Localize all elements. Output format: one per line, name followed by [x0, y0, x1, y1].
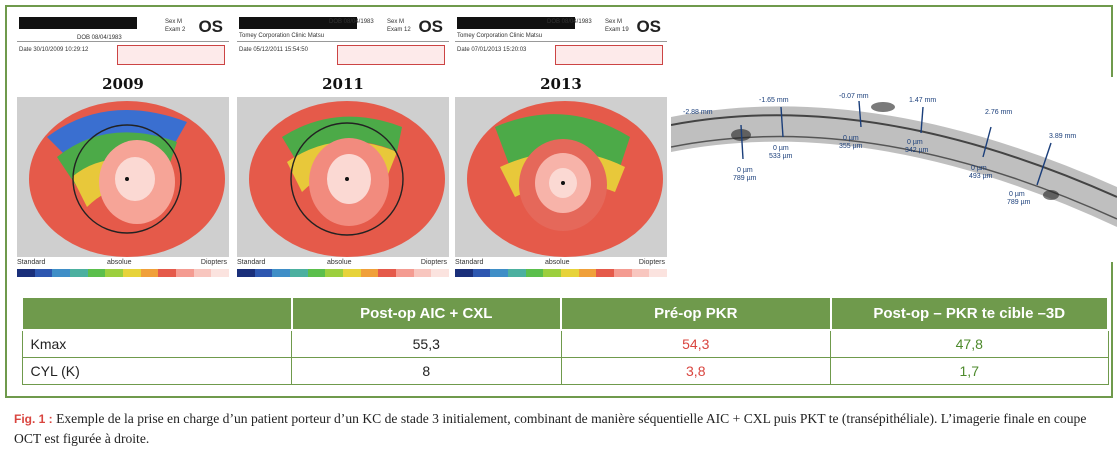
figure-frame: DOB 08/04/1983 Sex M Exam 2 OS Date 30/1…	[5, 5, 1118, 398]
eye-label: OS	[198, 17, 223, 36]
table-cell: 55,3	[291, 329, 562, 358]
oct-label: 1.47 mm	[909, 97, 937, 104]
panel-header: DOB 08/04/1983 Sex M Exam 2 OS Date 30/1…	[17, 15, 229, 67]
dob-text: DOB 08/04/1983	[329, 19, 374, 25]
org-text: Tomey Corporation Clinic Matsu	[239, 33, 325, 39]
oct-cross-section: -2.88 mm -1.65 mm -0.07 mm 1.47 mm 2.76 …	[670, 77, 1118, 262]
table-cell: 3,8	[560, 356, 832, 385]
dob-text: DOB 08/04/1983	[547, 19, 592, 25]
color-scale	[17, 269, 230, 277]
oct-label: 0 µm	[1009, 191, 1025, 198]
oct-label: 342 µm	[905, 147, 929, 154]
topography-map	[17, 97, 229, 257]
table-header-post-op-pkr: Post-op – PKR te cible –3D	[829, 296, 1109, 331]
eye-label: OS	[418, 17, 443, 36]
row-label-kmax: Kmax	[21, 329, 293, 358]
oct-label: 355 µm	[839, 143, 863, 150]
oct-label: 789 µm	[1007, 199, 1031, 206]
year-label: 2013	[540, 75, 582, 93]
year-label: 2009	[102, 75, 144, 93]
eye-label: OS	[636, 17, 661, 36]
table-header-empty	[21, 296, 293, 331]
oct-label: -2.88 mm	[683, 109, 713, 116]
topography-panel-2011: DOB 08/04/1983 Sex M Exam 12 OS Tomey Co…	[237, 15, 450, 277]
oct-label: 3.89 mm	[1049, 133, 1077, 140]
oct-image	[670, 77, 1118, 262]
redacted-name	[457, 17, 575, 29]
measurement-box	[117, 45, 225, 65]
table-header-post-op-aic-cxl: Post-op AIC + CXL	[290, 296, 563, 331]
org-text: Tomey Corporation Clinic Matsu	[457, 33, 543, 39]
redacted-name	[19, 17, 137, 29]
panel-header: DOB 08/04/1983 Sex M Exam 19 OS Tomey Co…	[455, 15, 667, 67]
table-cell: 8	[291, 356, 562, 385]
date-text: Date 07/01/2013 15:20:03	[457, 47, 527, 53]
oct-label: -0.07 mm	[839, 93, 869, 100]
color-scale	[237, 269, 450, 277]
table-row: Kmax 55,3 54,3 47,8	[21, 329, 1109, 358]
exam-text: Exam 19	[605, 27, 629, 33]
exam-text: Exam 2	[165, 27, 186, 33]
topography-map	[455, 97, 667, 257]
oct-label: 0 µm	[773, 145, 789, 152]
table-header-pre-op-pkr: Pré-op PKR	[560, 296, 832, 331]
date-text: Date 05/12/2011 15:54:50	[239, 47, 308, 53]
measurement-box	[555, 45, 663, 65]
panel-header: DOB 08/04/1983 Sex M Exam 12 OS Tomey Co…	[237, 15, 449, 67]
dob-text: DOB 08/04/1983	[77, 35, 122, 41]
oct-label: 0 µm	[843, 135, 859, 142]
oct-label: -1.65 mm	[759, 97, 789, 104]
topography-map	[237, 97, 449, 257]
figure-caption: Fig. 1 : Exemple de la prise en charge d…	[14, 409, 1110, 448]
oct-label: 493 µm	[969, 173, 993, 180]
table-cell: 47,8	[830, 329, 1109, 358]
table-header-row: Post-op AIC + CXL Pré-op PKR Post-op – P…	[21, 296, 1109, 331]
table-cell: 54,3	[560, 329, 832, 358]
caption-text: Exemple de la prise en charge d’un patie…	[14, 411, 1087, 446]
oct-label: 789 µm	[733, 175, 757, 182]
topography-panel-2013: DOB 08/04/1983 Sex M Exam 19 OS Tomey Co…	[455, 15, 668, 277]
oct-label: 0 µm	[737, 167, 753, 174]
table-row: CYL (K) 8 3,8 1,7	[21, 356, 1109, 385]
table-cell: 1,7	[830, 356, 1109, 385]
measurement-box	[337, 45, 445, 65]
year-label: 2011	[322, 75, 364, 93]
figure-label: Fig. 1 :	[14, 412, 53, 426]
oct-label: 0 µm	[907, 139, 923, 146]
exam-text: Exam 12	[387, 27, 411, 33]
date-text: Date 30/10/2009 10:29:12	[19, 47, 89, 53]
results-table: Post-op AIC + CXL Pré-op PKR Post-op – P…	[21, 296, 1109, 385]
sex-text: Sex M	[387, 19, 405, 25]
sex-text: Sex M	[605, 19, 623, 25]
oct-label: 2.76 mm	[985, 109, 1013, 116]
sex-text: Sex M	[165, 19, 183, 25]
topography-panel-2009: DOB 08/04/1983 Sex M Exam 2 OS Date 30/1…	[17, 15, 230, 277]
oct-label: 533 µm	[769, 153, 793, 160]
color-scale	[455, 269, 668, 277]
redacted-name	[239, 17, 357, 29]
oct-label: 0 µm	[971, 165, 987, 172]
row-label-cyl: CYL (K)	[21, 356, 293, 385]
